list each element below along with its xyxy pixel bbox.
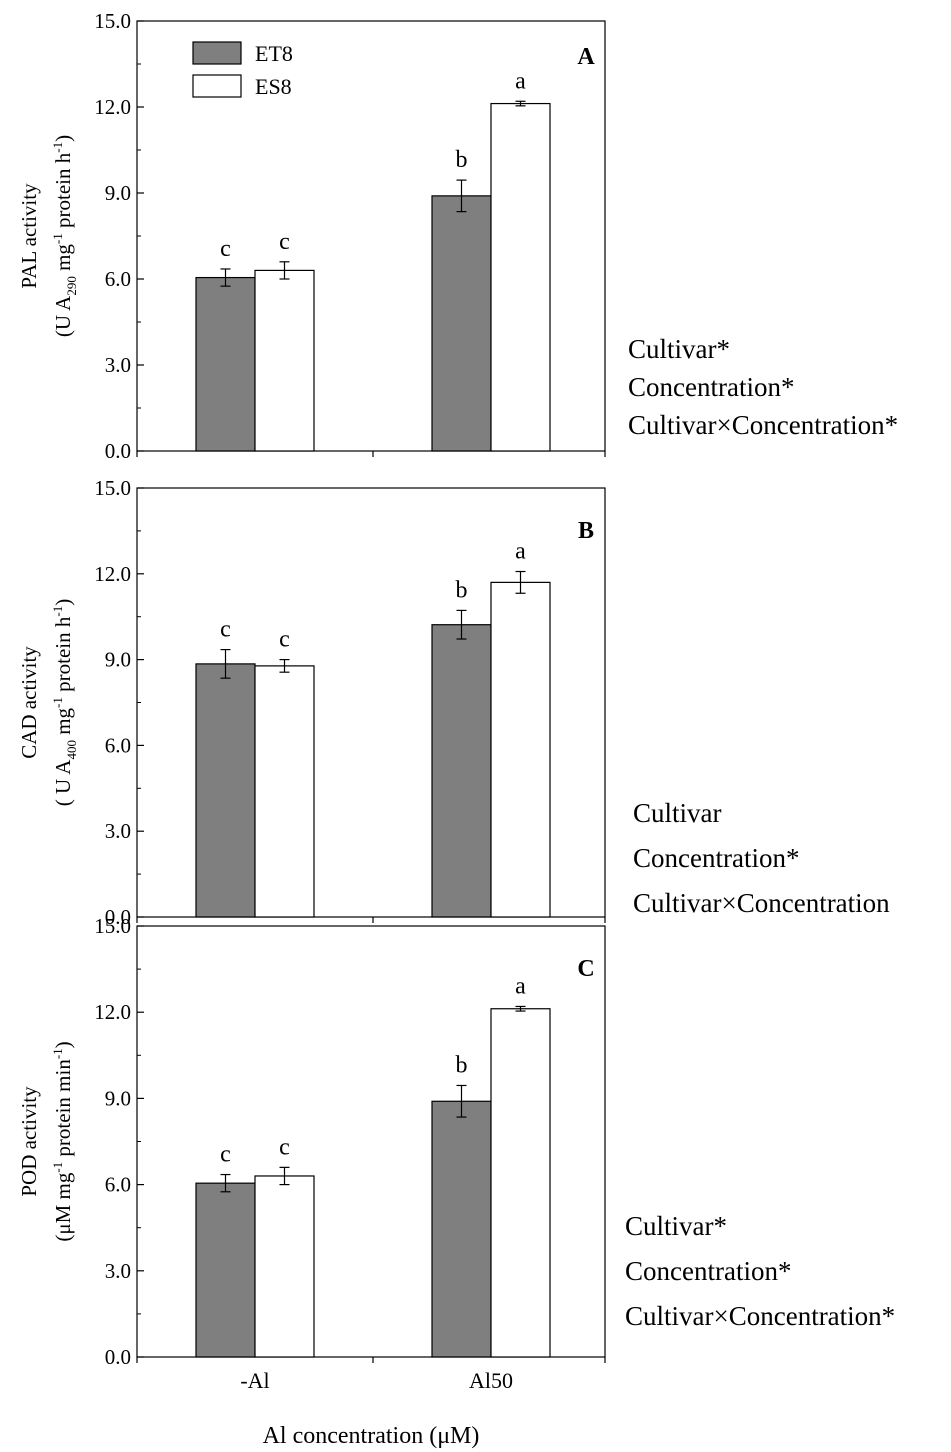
anova-line: Cultivar*: [628, 334, 730, 364]
significance-letter: c: [279, 627, 290, 653]
significance-letter: b: [456, 147, 468, 173]
anova-line: Concentration*: [628, 372, 794, 402]
y-axis-label: POD activity: [17, 1086, 41, 1197]
bar-ET8--Al: [195, 663, 256, 918]
y-tick-label: 15.0: [94, 9, 131, 33]
significance-letter: b: [456, 577, 468, 603]
panel-C: 0.0 3.0 6.0 9.0 12.0 15.0 c c b a C POD activity (μM…: [17, 914, 606, 1393]
panel-label: A: [577, 44, 595, 70]
panel-B: 0.0 3.0 6.0 9.0 12.0 15.0 c c b a B CAD activity ( U…: [17, 476, 606, 929]
bar-ES8-Al50: [490, 1008, 551, 1358]
bar-ET8-Al50: [431, 195, 492, 452]
y-tick-label: 3.0: [105, 1259, 131, 1283]
y-tick-label: 6.0: [105, 267, 131, 291]
significance-letter: b: [456, 1052, 468, 1078]
y-tick-label: 0.0: [105, 439, 131, 463]
anova-line: Cultivar×Concentration*: [628, 410, 898, 440]
y-tick-label: 12.0: [94, 562, 131, 586]
bar-ES8--Al: [254, 269, 315, 452]
y-tick-label: 0.0: [105, 905, 131, 929]
anova-line: Cultivar: [633, 798, 722, 828]
y-tick-label: 9.0: [105, 1086, 131, 1110]
legend-label-ET8: ET8: [255, 41, 293, 66]
x-tick-label: Al50: [469, 1368, 513, 1393]
significance-letter: c: [279, 1134, 290, 1160]
anova-line: Cultivar×Concentration*: [625, 1301, 895, 1331]
y-tick-label: 12.0: [94, 95, 131, 119]
significance-letter: c: [220, 617, 231, 643]
anova-line: Cultivar*: [625, 1211, 727, 1241]
bar-ES8-Al50: [490, 581, 551, 918]
y-axis-label: CAD activity: [17, 646, 41, 759]
x-axis-title: Al concentration (μM): [263, 1423, 480, 1449]
significance-letter: c: [220, 236, 231, 262]
bar-ES8-Al50: [490, 102, 551, 452]
significance-letter: a: [515, 973, 526, 999]
bar-ES8--Al: [254, 1175, 315, 1358]
y-axis-unit-label: (U A290 mg-1 protein h-1): [50, 135, 79, 337]
significance-letter: a: [515, 539, 526, 565]
y-tick-label: 3.0: [105, 819, 131, 843]
panel-label: B: [578, 518, 594, 544]
bar-ES8--Al: [254, 665, 315, 918]
panel-label: C: [577, 956, 594, 982]
legend-swatch-ES8: [192, 74, 242, 98]
y-axis-unit-label: (μM mg-1 protein min-1): [50, 1041, 75, 1241]
significance-letter: c: [279, 229, 290, 255]
anova-line: Concentration*: [633, 843, 799, 873]
legend-swatch-ET8: [192, 41, 242, 65]
bar-ET8--Al: [195, 1182, 256, 1358]
y-tick-label: 9.0: [105, 648, 131, 672]
anova-line: Cultivar×Concentration: [633, 888, 890, 918]
y-axis-label: PAL activity: [17, 183, 41, 289]
bar-ET8-Al50: [431, 1100, 492, 1358]
y-tick-label: 6.0: [105, 1173, 131, 1197]
y-tick-label: 3.0: [105, 353, 131, 377]
bar-ET8--Al: [195, 276, 256, 452]
y-tick-label: 12.0: [94, 1000, 131, 1024]
y-axis-unit-label: ( U A400 mg-1 protein h-1): [50, 599, 79, 806]
y-tick-label: 15.0: [94, 914, 131, 938]
y-tick-label: 0.0: [105, 1345, 131, 1369]
significance-letter: c: [220, 1142, 231, 1168]
y-tick-label: 6.0: [105, 733, 131, 757]
panel-A: 0.0 3.0 6.0 9.0 12.0 15.0 c c b a A PAL activity (U …: [17, 9, 606, 463]
y-tick-label: 15.0: [94, 476, 131, 500]
significance-letter: a: [515, 68, 526, 94]
bar-ET8-Al50: [431, 624, 492, 918]
legend-label-ES8: ES8: [255, 74, 292, 99]
y-tick-label: 9.0: [105, 181, 131, 205]
x-tick-label: -Al: [240, 1368, 269, 1393]
anova-line: Concentration*: [625, 1256, 791, 1286]
